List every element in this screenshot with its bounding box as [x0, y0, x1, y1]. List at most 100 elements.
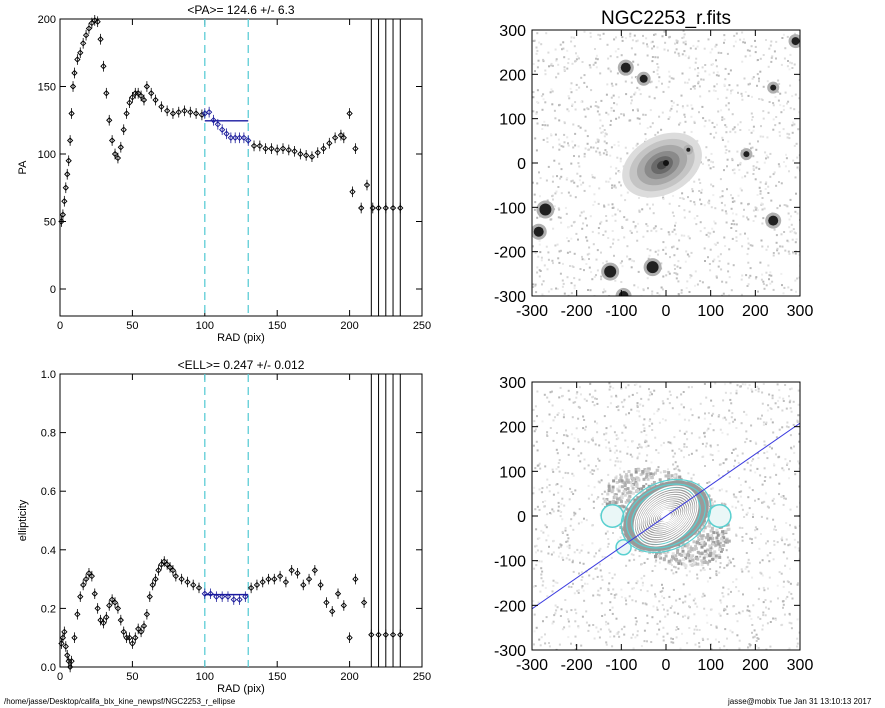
noise-pixel — [710, 183, 713, 186]
noise-pixel — [701, 595, 704, 598]
noise-pixel — [545, 32, 548, 35]
noise-pixel — [688, 255, 691, 258]
noise-pixel — [625, 93, 628, 96]
noise-pixel — [558, 396, 561, 399]
noise-pixel — [782, 606, 784, 609]
star — [604, 265, 617, 278]
noise-pixel — [580, 76, 583, 79]
noise-pixel — [772, 102, 775, 105]
noise-pixel — [790, 387, 793, 390]
noise-pixel — [661, 590, 664, 593]
noise-pixel — [707, 563, 710, 566]
noise-pixel — [605, 93, 608, 96]
noise-pixel — [647, 444, 650, 447]
galaxy-pixel — [667, 471, 671, 475]
data-point — [169, 110, 177, 117]
noise-pixel — [682, 30, 685, 32]
data-point — [224, 593, 232, 600]
noise-pixel — [681, 197, 684, 200]
galaxy-pixel — [606, 492, 610, 496]
data-point — [71, 69, 78, 77]
noise-pixel — [572, 123, 575, 126]
noise-pixel — [550, 62, 553, 65]
noise-pixel — [741, 31, 744, 34]
noise-pixel — [759, 417, 762, 420]
noise-pixel — [747, 646, 749, 649]
noise-pixel — [751, 460, 753, 462]
galaxy-pixel — [716, 539, 720, 543]
galaxy-pixel — [631, 486, 635, 490]
noise-pixel — [788, 621, 791, 624]
noise-pixel — [780, 624, 783, 627]
noise-pixel — [684, 600, 687, 603]
noise-pixel — [603, 490, 606, 493]
noise-pixel — [738, 647, 741, 650]
noise-pixel — [771, 447, 773, 450]
noise-pixel — [784, 249, 787, 252]
noise-pixel — [567, 537, 570, 540]
noise-pixel — [786, 421, 789, 424]
noise-pixel — [591, 278, 594, 281]
noise-pixel — [727, 593, 730, 596]
noise-pixel — [784, 564, 787, 567]
noise-pixel — [730, 223, 733, 225]
noise-pixel — [693, 122, 696, 124]
noise-pixel — [794, 252, 797, 255]
noise-pixel — [562, 47, 565, 50]
data-point — [192, 110, 200, 117]
noise-pixel — [719, 178, 722, 181]
noise-pixel — [596, 575, 599, 578]
noise-pixel — [688, 605, 690, 608]
data-point — [126, 634, 133, 641]
noise-pixel — [715, 275, 718, 278]
noise-pixel — [566, 67, 569, 70]
galaxy-pixel — [677, 561, 681, 565]
noise-pixel — [722, 417, 725, 420]
galaxy-image-panel: -300 -200 -100 0 100 200 300-300-200-100010020… — [494, 8, 813, 320]
noise-pixel — [676, 110, 678, 113]
noise-pixel — [740, 568, 743, 571]
noise-pixel — [630, 408, 633, 411]
noise-pixel — [710, 608, 713, 611]
noise-pixel — [770, 418, 773, 421]
noise-pixel — [536, 32, 539, 35]
noise-pixel — [731, 505, 734, 508]
noise-pixel — [658, 293, 661, 296]
plot-frame — [59, 18, 423, 317]
noise-pixel — [573, 277, 576, 280]
noise-pixel — [731, 113, 734, 116]
noise-pixel — [710, 63, 713, 66]
noise-pixel — [607, 482, 610, 485]
noise-pixel — [794, 473, 797, 476]
noise-pixel — [651, 122, 654, 125]
noise-pixel — [771, 394, 774, 397]
noise-pixel — [711, 227, 714, 230]
noise-pixel — [705, 442, 708, 445]
noise-pixel — [546, 396, 549, 399]
data-point — [349, 188, 356, 195]
noise-pixel — [652, 70, 655, 73]
noise-pixel — [668, 402, 671, 405]
noise-pixel — [669, 394, 672, 396]
noise-pixel — [601, 555, 604, 558]
y-tick-label: 300 — [499, 23, 526, 40]
noise-pixel — [565, 540, 568, 543]
data-point — [178, 575, 185, 583]
noise-pixel — [615, 395, 618, 398]
noise-pixel — [705, 156, 707, 159]
noise-pixel — [797, 582, 799, 585]
noise-pixel — [749, 469, 752, 472]
noise-pixel — [709, 232, 712, 235]
noise-pixel — [547, 51, 550, 54]
noise-pixel — [536, 182, 539, 185]
noise-pixel — [538, 41, 541, 44]
noise-pixel — [552, 551, 555, 554]
noise-pixel — [734, 40, 737, 43]
noise-pixel — [624, 386, 627, 389]
noise-pixel — [790, 62, 793, 65]
data-point — [274, 146, 281, 154]
galaxy-pixel — [690, 564, 694, 567]
noise-pixel — [759, 57, 762, 60]
noise-pixel — [712, 429, 715, 432]
noise-pixel — [698, 190, 701, 192]
